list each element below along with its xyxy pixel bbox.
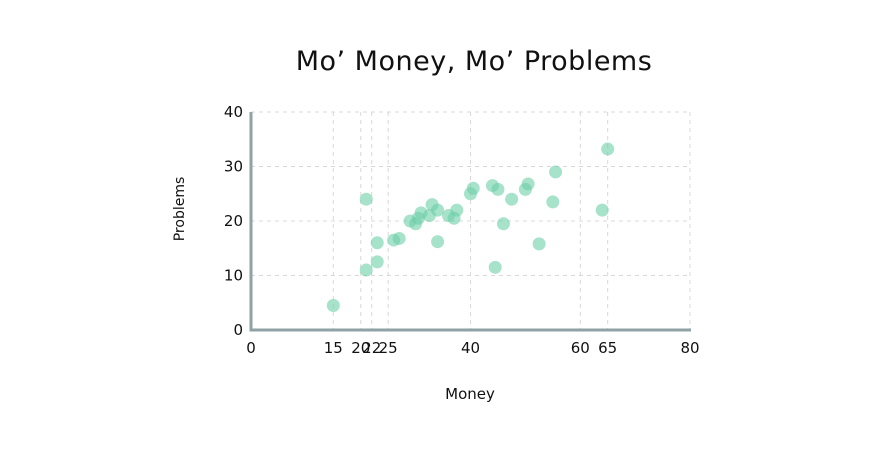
- data-point: [326, 298, 340, 312]
- x-tick-label: 20: [351, 339, 370, 357]
- y-tick-label: 20: [224, 212, 243, 230]
- data-point: [595, 203, 609, 217]
- data-point: [505, 192, 519, 206]
- data-point: [392, 231, 406, 245]
- grid: [251, 111, 691, 330]
- y-tick-label: 40: [224, 103, 243, 121]
- data-point: [431, 235, 445, 249]
- x-tick-label: 65: [598, 339, 617, 357]
- data-point: [521, 177, 535, 191]
- x-axis-label: Money: [445, 385, 495, 403]
- y-tick-label: 0: [233, 321, 243, 339]
- y-axis-label: Problems: [172, 176, 188, 242]
- data-point: [359, 263, 373, 277]
- data-point: [370, 236, 384, 250]
- y-tick-label: 10: [224, 267, 243, 285]
- x-tick-label: 22: [362, 339, 381, 357]
- x-tick-label: 25: [379, 339, 398, 357]
- y-tick-label: 30: [224, 158, 243, 176]
- data-point: [496, 217, 510, 231]
- chart-title: Mo’ Money, Mo’ Problems: [295, 46, 653, 77]
- data-point: [491, 182, 505, 196]
- data-point: [431, 203, 445, 217]
- data-point: [549, 165, 563, 179]
- data-point: [488, 260, 502, 274]
- x-tick-label: 40: [461, 339, 480, 357]
- axes: [249, 112, 691, 332]
- data-point: [601, 142, 615, 156]
- x-tick-label: 60: [571, 339, 590, 357]
- data-point: [370, 255, 384, 269]
- x-tick-label: 15: [324, 339, 343, 357]
- data-point: [546, 195, 560, 209]
- x-tick-label: 0: [246, 339, 256, 357]
- data-points: [326, 142, 615, 312]
- data-point: [466, 181, 480, 195]
- data-point: [532, 237, 546, 251]
- data-point: [450, 203, 464, 217]
- x-tick-label: 80: [680, 339, 699, 357]
- data-point: [359, 192, 373, 206]
